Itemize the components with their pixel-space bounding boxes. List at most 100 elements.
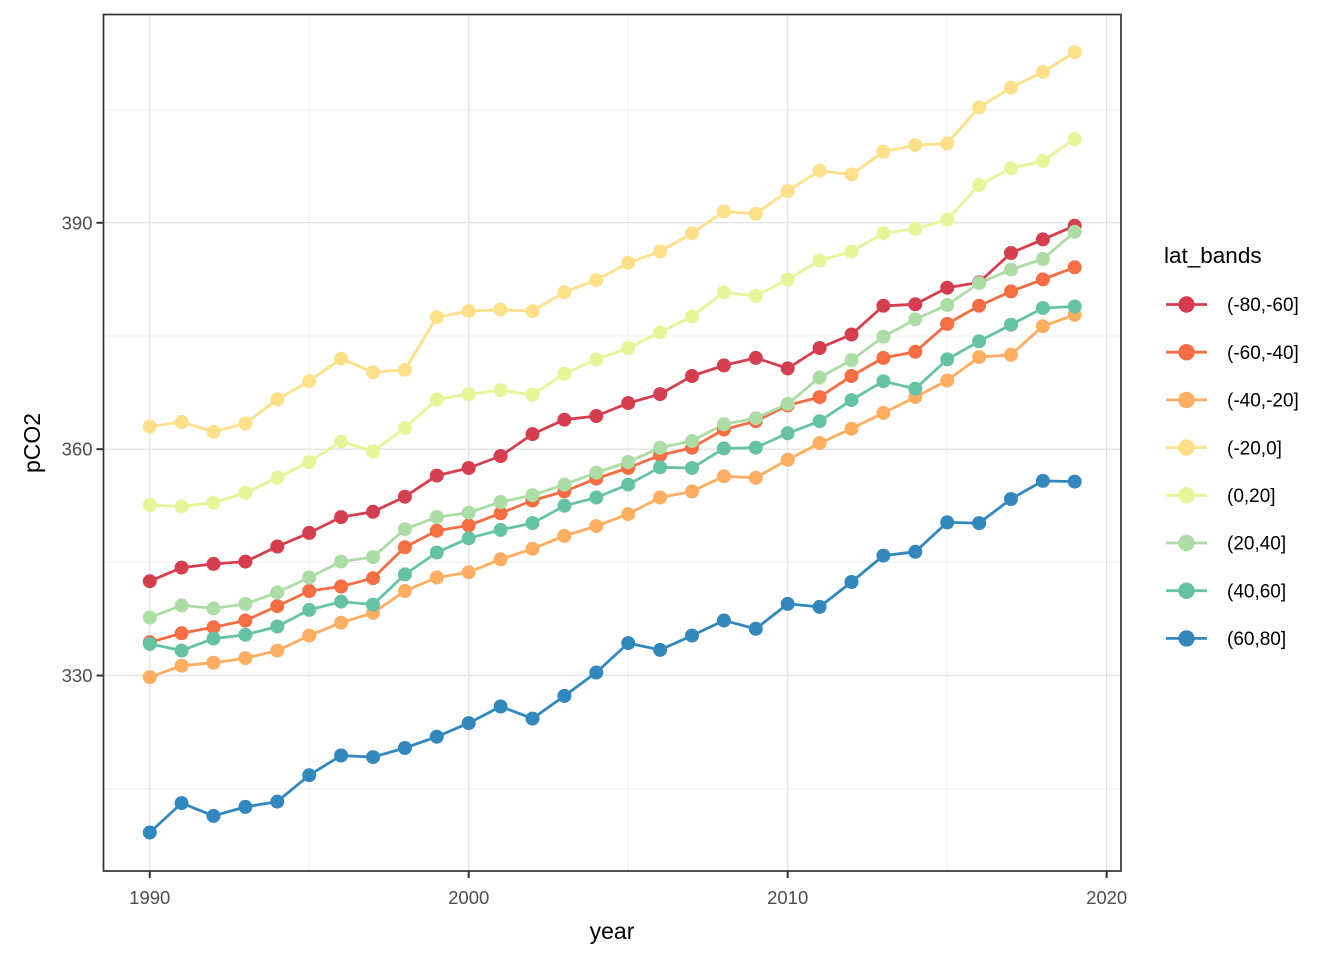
data-point [525, 488, 540, 503]
data-point [397, 522, 412, 537]
data-point [876, 548, 891, 563]
legend-key-point [1178, 296, 1195, 313]
data-point [621, 255, 636, 270]
data-point [525, 427, 540, 442]
series-points-3 [142, 45, 1082, 439]
data-point [940, 515, 955, 530]
data-point [334, 554, 349, 569]
legend-title: lat_bands [1164, 243, 1262, 268]
data-point [716, 285, 731, 300]
legend-item-label: (20,40] [1227, 534, 1286, 555]
legend-item: (-80,-60] [1166, 295, 1299, 316]
data-point [876, 226, 891, 241]
data-point [685, 628, 699, 643]
data-point [1035, 64, 1050, 79]
data-point [366, 571, 380, 586]
data-point [174, 598, 189, 613]
data-point [589, 352, 604, 367]
data-point [876, 350, 891, 365]
data-point [461, 461, 476, 475]
data-point [748, 411, 763, 426]
data-point [397, 489, 412, 504]
series-points-7 [142, 473, 1082, 840]
data-point [876, 405, 891, 420]
data-point [1035, 272, 1050, 287]
data-point [334, 615, 349, 630]
data-point [366, 365, 380, 380]
data-point [238, 416, 253, 431]
legend-key-point [1178, 439, 1195, 456]
data-point [780, 596, 795, 611]
data-point [334, 510, 349, 525]
data-point [748, 440, 763, 455]
x-axis-title: year [590, 918, 635, 944]
data-point [812, 599, 827, 614]
legend-key-point [1178, 582, 1195, 599]
data-point [589, 273, 604, 288]
legend-item: (20,40] [1166, 534, 1286, 555]
data-point [174, 643, 189, 658]
panel-border [102, 13, 1122, 872]
legend-item-label: (60,80] [1227, 629, 1286, 650]
legend-key-point [1178, 344, 1195, 361]
data-point [940, 298, 955, 312]
data-point [1004, 246, 1018, 260]
data-point [589, 665, 604, 680]
data-point [653, 387, 668, 402]
data-point [1067, 260, 1082, 275]
data-point [302, 628, 317, 643]
data-point [685, 484, 699, 499]
x-tick-label: 2000 [448, 887, 489, 908]
data-point [429, 510, 444, 525]
data-point [621, 455, 636, 469]
data-point [972, 516, 987, 531]
legend-item: (0,20] [1166, 486, 1276, 507]
data-point [397, 362, 412, 377]
data-point [493, 383, 508, 398]
data-point [525, 516, 540, 531]
data-point [844, 244, 859, 259]
data-point [876, 298, 891, 313]
data-point [461, 505, 476, 520]
data-point [525, 711, 540, 726]
data-point [780, 184, 795, 199]
data-point [174, 626, 189, 641]
data-point [174, 796, 189, 811]
data-point [1004, 347, 1018, 362]
legend-item-label: (-20,0] [1227, 438, 1282, 459]
legend-key-point [1178, 487, 1195, 504]
data-point [557, 528, 572, 543]
data-point [493, 522, 508, 537]
data-point [844, 353, 859, 368]
panel-background [103, 14, 1121, 871]
data-point [174, 499, 189, 514]
data-point [302, 374, 317, 389]
data-point [685, 309, 699, 324]
data-point [716, 469, 731, 484]
data-point [876, 374, 891, 389]
data-point [557, 498, 572, 513]
data-point [142, 636, 157, 651]
series-points [142, 45, 1082, 840]
data-point [397, 540, 412, 555]
data-point [525, 304, 540, 319]
data-point [812, 436, 827, 451]
data-point [206, 601, 221, 616]
data-point [461, 304, 476, 319]
data-point [1035, 252, 1050, 266]
data-point [908, 344, 923, 359]
data-point [429, 392, 444, 407]
legend-item: (-60,-40] [1166, 343, 1299, 364]
data-point [685, 369, 699, 383]
data-point [429, 570, 444, 585]
data-point [461, 531, 476, 546]
data-point [429, 310, 444, 325]
data-point [621, 396, 636, 411]
data-point [334, 351, 349, 366]
data-point [525, 387, 540, 402]
axes: 1990 2000 2010 2020 330 360 390 [62, 13, 1127, 908]
data-point [844, 167, 859, 182]
x-tick-label: 1990 [129, 887, 170, 908]
